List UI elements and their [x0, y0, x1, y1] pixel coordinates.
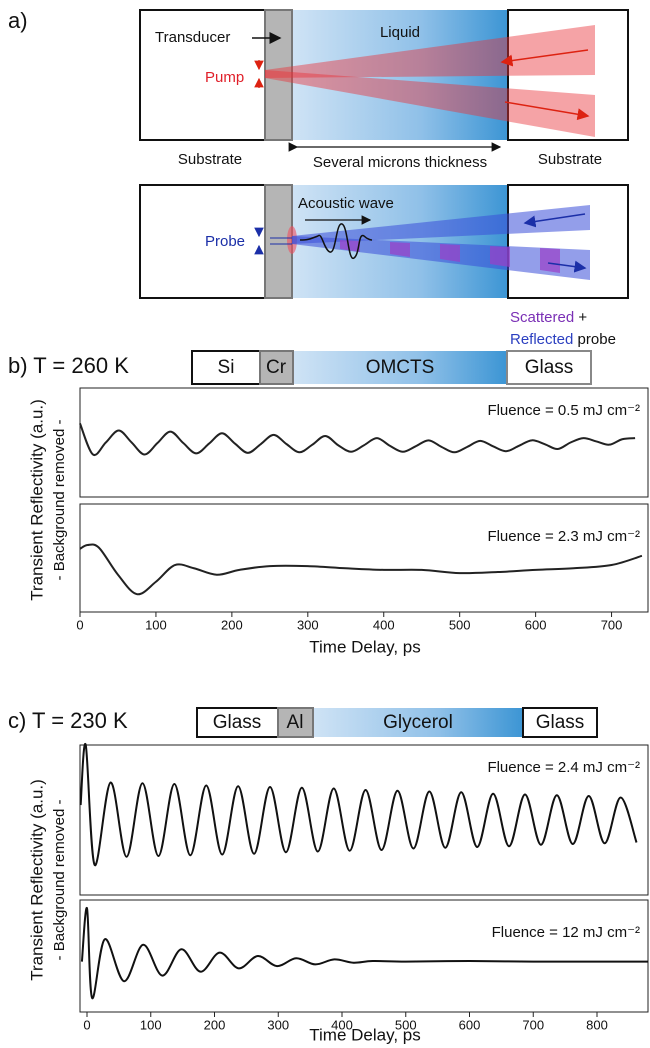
- legend-text: Scattered +: [510, 309, 587, 326]
- x-tick-label: 300: [267, 1017, 289, 1032]
- x-tick-label: 200: [221, 617, 243, 632]
- legend-probe: probe: [578, 331, 616, 348]
- x-tick-label: 700: [601, 617, 623, 632]
- plot-frame: [79, 503, 649, 613]
- x-tick-label: 500: [449, 617, 471, 632]
- legend-text: Reflected probe: [510, 331, 616, 348]
- layer-label: Glass: [525, 357, 574, 378]
- x-tick-label: 500: [395, 1017, 417, 1032]
- layer-label: Si: [218, 357, 235, 378]
- x-tick-label: 100: [145, 617, 167, 632]
- legend-scattered: Scattered: [510, 309, 574, 326]
- panel-letter: c): [8, 708, 26, 733]
- layer-label: Cr: [266, 357, 287, 378]
- annotation: Fluence = 0.5 mJ cm⁻²: [487, 402, 640, 419]
- panel-title: T = 260 K: [33, 353, 129, 378]
- panel-title: T = 230 K: [32, 708, 128, 733]
- layer-bar: [196, 707, 598, 738]
- y-axis-label: Transient Reflectivity (a.u.): [27, 779, 46, 981]
- substrate-label: Substrate: [178, 151, 242, 168]
- x-tick-label: 0: [83, 1017, 90, 1032]
- trace: [79, 543, 643, 596]
- y-axis-sublabel: - Background removed -: [51, 800, 68, 961]
- plot-frame: [79, 899, 649, 1013]
- layer-label: Glass: [536, 712, 585, 733]
- x-tick-label: 300: [297, 617, 319, 632]
- y-axis-sublabel: - Background removed -: [51, 420, 68, 581]
- panel-label: a): [8, 8, 28, 33]
- x-tick-label: 600: [459, 1017, 481, 1032]
- layer-label: Al: [287, 712, 304, 733]
- x-tick-label: 700: [522, 1017, 544, 1032]
- x-tick-label: 400: [373, 617, 395, 632]
- thickness-label: Several microns thickness: [313, 154, 487, 171]
- annotation: Fluence = 2.3 mJ cm⁻²: [487, 528, 640, 545]
- liquid-label: Liquid: [380, 24, 420, 41]
- x-tick-label: 100: [140, 1017, 162, 1032]
- layer-label: Glass: [213, 712, 262, 733]
- x-tick-label: 600: [525, 617, 547, 632]
- probe-label: Probe: [205, 233, 245, 250]
- trace: [80, 907, 648, 1000]
- trace: [79, 423, 636, 457]
- x-tick-label: 0: [76, 617, 83, 632]
- diagram-bottom: [139, 184, 629, 299]
- panel-label: c) T = 230 K: [8, 708, 128, 733]
- diagram-top: [139, 9, 629, 152]
- legend-reflected: Reflected: [510, 331, 573, 348]
- x-axis-label: Time Delay, ps: [309, 637, 420, 656]
- plot-frame: [79, 387, 649, 498]
- layer-label: OMCTS: [366, 357, 435, 378]
- x-tick-label: 400: [331, 1017, 353, 1032]
- plot-frame: [79, 744, 649, 896]
- annotation: Fluence = 2.4 mJ cm⁻²: [487, 759, 640, 776]
- x-tick-label: 800: [586, 1017, 608, 1032]
- x-axis-label: Time Delay, ps: [309, 1025, 420, 1044]
- layer-bar: [191, 350, 592, 385]
- annotation: Fluence = 12 mJ cm⁻²: [492, 924, 640, 941]
- trace: [79, 743, 638, 867]
- panel-letter: b): [8, 353, 28, 378]
- x-tick-label: 200: [204, 1017, 226, 1032]
- transducer-label: Transducer: [155, 29, 230, 46]
- panel-label: b) T = 260 K: [8, 353, 129, 378]
- y-axis-label: Transient Reflectivity (a.u.): [27, 399, 46, 601]
- legend-plus: +: [578, 309, 587, 326]
- substrate-label: Substrate: [538, 151, 602, 168]
- layer-label: Glycerol: [383, 712, 453, 733]
- pump-label: Pump: [205, 69, 244, 86]
- acoustic-label: Acoustic wave: [298, 195, 394, 212]
